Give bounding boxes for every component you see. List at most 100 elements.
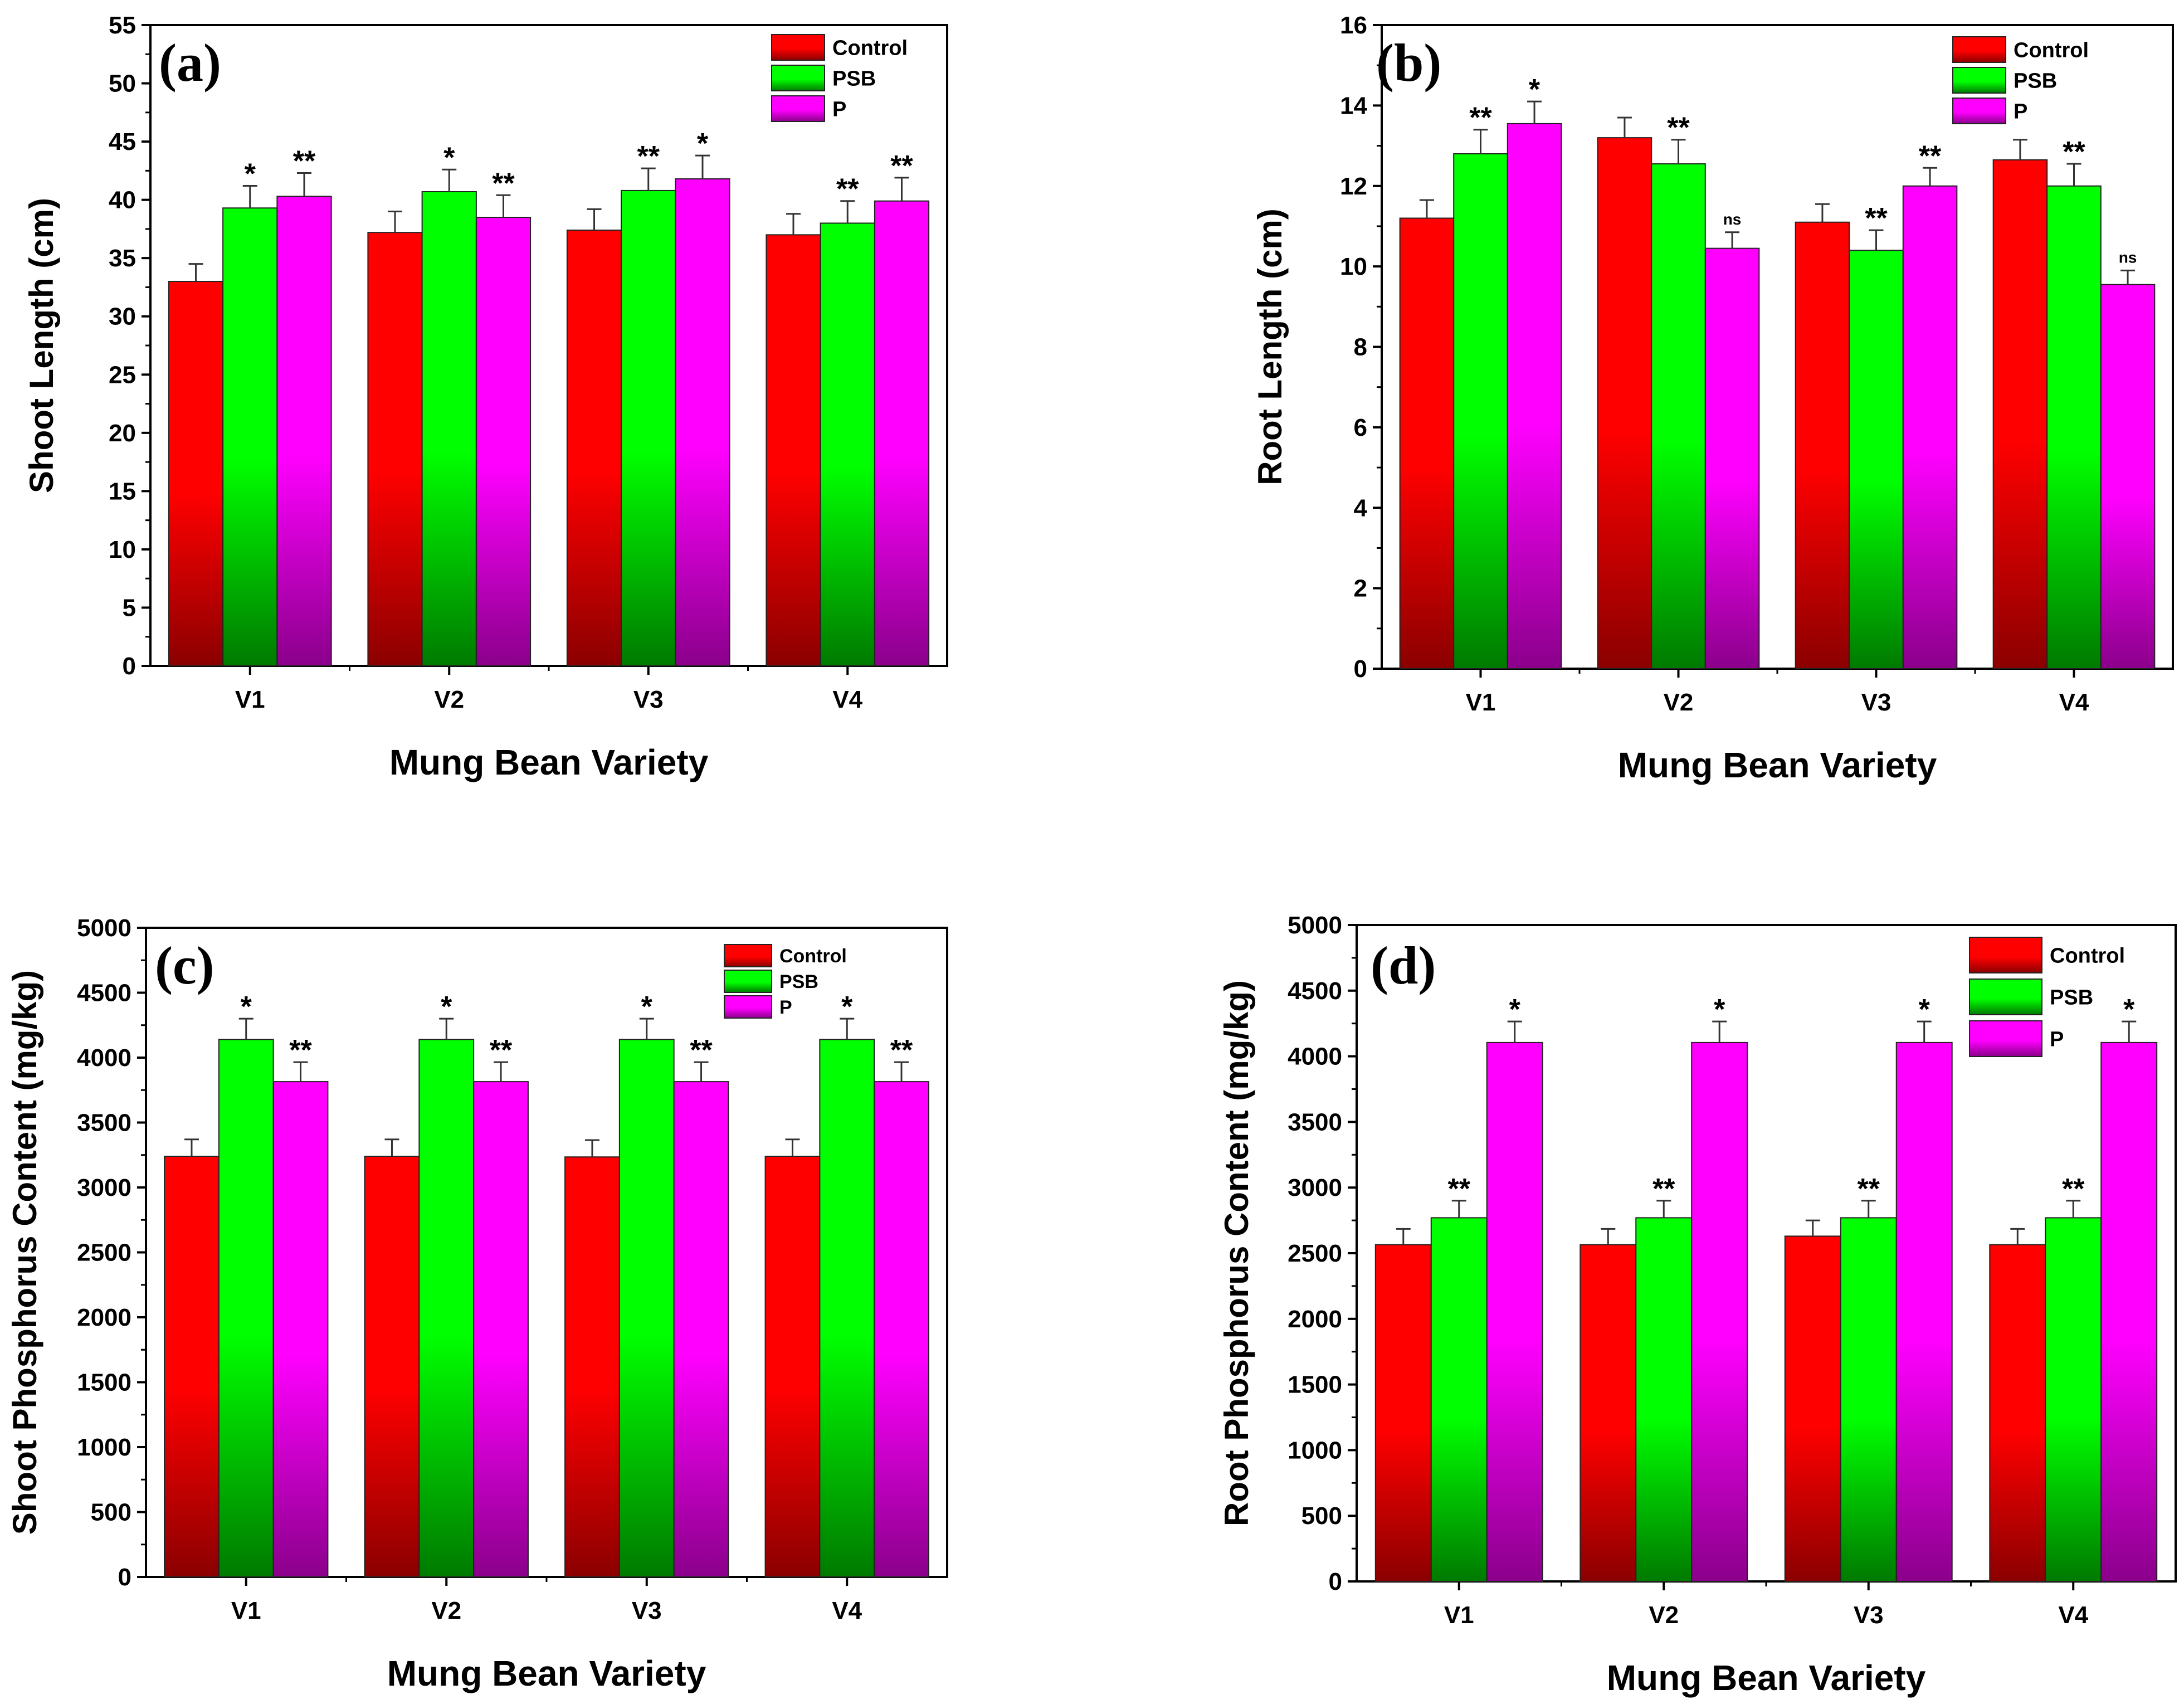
y-tick-label: 2 <box>1354 575 1367 602</box>
y-tick-label: 4500 <box>1288 977 1342 1005</box>
bar-psb-v1 <box>218 1039 274 1578</box>
bar-psb-v3 <box>618 1039 675 1578</box>
significance-label: ** <box>293 145 316 178</box>
significance-label: ** <box>1858 1173 1880 1205</box>
bar-psb-v1 <box>1453 153 1508 669</box>
panel-label: (c) <box>155 936 214 995</box>
bar-p-v2 <box>1691 1041 1748 1583</box>
x-category-label: V2 <box>1649 1601 1679 1629</box>
y-tick-label: 0 <box>118 1564 131 1591</box>
y-tick-label: 4000 <box>1288 1043 1342 1070</box>
legend-label: P <box>832 98 846 121</box>
legend-label: Control <box>2014 39 2089 62</box>
significance-label: ** <box>890 1034 913 1067</box>
x-category-label: V2 <box>1664 689 1694 716</box>
y-tick-label: 45 <box>109 128 136 155</box>
x-category-label: V4 <box>832 686 862 713</box>
y-tick-label: 4500 <box>77 980 131 1007</box>
significance-label: ** <box>2063 136 2085 168</box>
y-tick-label: 5 <box>123 594 136 621</box>
significance-label: ns <box>1723 211 1742 228</box>
legend-label: P <box>779 997 792 1018</box>
bar-p-v2 <box>475 217 532 666</box>
y-tick-label: 1000 <box>1288 1437 1342 1464</box>
y-tick-label: 1500 <box>1288 1371 1342 1399</box>
x-category-label: V2 <box>431 1597 461 1624</box>
bar-psb-v1 <box>222 207 278 667</box>
legend-swatch-control <box>724 944 772 967</box>
y-tick-label: 0 <box>123 653 136 680</box>
bar-control-v2 <box>364 1156 420 1578</box>
bar-control-v4 <box>1992 159 2048 669</box>
significance-label: ** <box>1865 202 1888 235</box>
significance-label: * <box>641 991 653 1023</box>
y-tick-label: 40 <box>109 187 136 214</box>
significance-label: ** <box>690 1034 713 1067</box>
bar-control-v1 <box>164 1156 220 1578</box>
x-category-label: V3 <box>1854 1601 1884 1629</box>
significance-label: ** <box>1448 1173 1471 1205</box>
significance-label: ** <box>492 167 515 199</box>
y-axis-title: Root Phosphorus Content (mg/kg) <box>1218 980 1255 1526</box>
bar-psb-v4 <box>2046 185 2102 669</box>
significance-label: ** <box>2062 1173 2085 1205</box>
significance-label: * <box>697 128 709 160</box>
y-tick-label: 5000 <box>1288 912 1342 939</box>
legend-swatch-p <box>724 995 772 1019</box>
y-axis-title: Shoot Phosphorus Content (mg/kg) <box>6 970 43 1535</box>
significance-label: * <box>1919 994 1930 1026</box>
bar-p-v3 <box>1902 185 1958 669</box>
bar-p-v4 <box>2100 1041 2158 1583</box>
significance-label: * <box>443 142 455 174</box>
y-tick-label: 10 <box>1340 253 1367 280</box>
x-category-label: V1 <box>1444 1601 1474 1629</box>
legend-swatch-p <box>771 95 825 122</box>
legend-label: PSB <box>832 67 876 91</box>
bar-control-v2 <box>1580 1244 1637 1583</box>
bar-p-v3 <box>673 1081 729 1578</box>
y-tick-label: 4 <box>1354 494 1368 522</box>
bar-p-v4 <box>874 1081 929 1578</box>
y-axis-title: Root Length (cm) <box>1251 208 1289 485</box>
significance-label: ** <box>1469 102 1492 134</box>
significance-label: ** <box>289 1034 312 1067</box>
bar-p-v2 <box>473 1081 529 1578</box>
legend-label: PSB <box>2014 70 2057 93</box>
bar-psb-v4 <box>2045 1217 2102 1582</box>
y-tick-label: 25 <box>109 361 136 388</box>
bar-p-v1 <box>276 196 332 666</box>
x-category-label: V4 <box>2058 1601 2088 1629</box>
significance-label: * <box>1509 994 1521 1026</box>
bar-p-v3 <box>1895 1041 1953 1583</box>
x-category-label: V1 <box>231 1597 261 1624</box>
y-tick-label: 35 <box>109 245 136 272</box>
y-tick-label: 2500 <box>77 1239 131 1267</box>
bar-psb-v1 <box>1430 1217 1488 1582</box>
legend-label: P <box>2014 100 2027 124</box>
x-axis-title: Mung Bean Variety <box>1607 1658 1926 1698</box>
y-tick-label: 0 <box>1354 655 1367 683</box>
significance-label: ** <box>490 1034 513 1067</box>
chart-panel-c: 0 500 1000 1500 2000 2500 3000 3500 4000 4500 5000… <box>6 914 948 1693</box>
bar-control-v3 <box>564 1156 620 1578</box>
y-tick-label: 50 <box>109 70 136 98</box>
y-tick-label: 14 <box>1340 92 1367 119</box>
y-tick-label: 55 <box>109 12 136 39</box>
y-tick-label: 3000 <box>77 1174 131 1201</box>
bar-control-v2 <box>1597 137 1652 669</box>
bar-psb-v3 <box>1849 250 1904 669</box>
legend-label: P <box>2050 1028 2064 1051</box>
x-axis-title: Mung Bean Variety <box>389 742 709 782</box>
x-category-label: V3 <box>1861 689 1892 716</box>
y-axis-title: Shoot Length (cm) <box>23 198 60 493</box>
y-tick-label: 8 <box>1354 334 1367 361</box>
y-tick-label: 15 <box>109 478 136 505</box>
y-tick-label: 20 <box>109 420 136 447</box>
bar-control-v1 <box>1374 1244 1432 1583</box>
y-tick-label: 2000 <box>77 1304 131 1331</box>
legend-swatch-p <box>1952 98 2006 124</box>
legend-label: Control <box>779 946 847 967</box>
